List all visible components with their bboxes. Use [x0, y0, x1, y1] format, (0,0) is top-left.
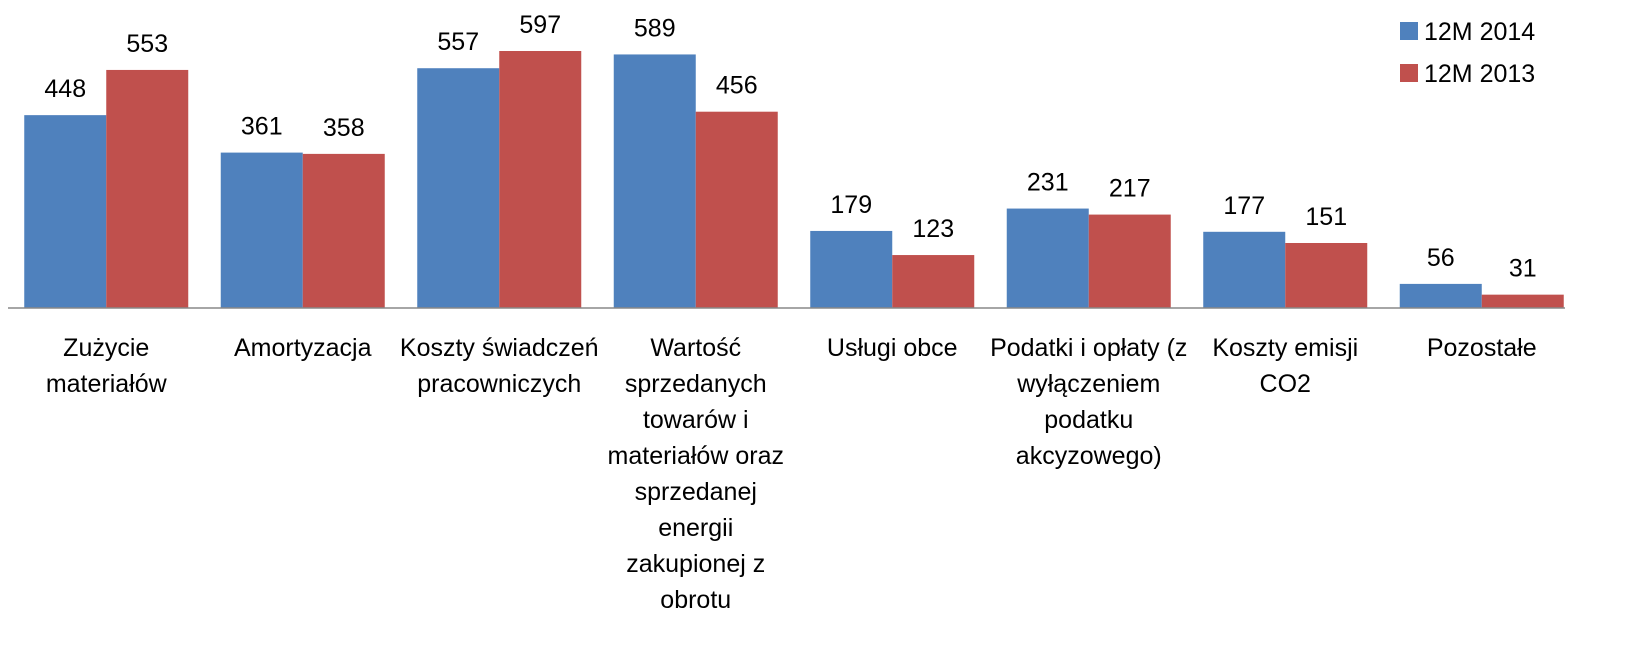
data-label: 151: [1305, 203, 1347, 231]
data-label: 358: [323, 114, 365, 142]
x-tick-label-box: Koszty świadczeń pracowniczych: [399, 334, 599, 398]
data-label: 456: [716, 72, 758, 100]
bar: [1203, 231, 1286, 308]
x-tick-label-box: Amortyzacja: [233, 334, 372, 362]
data-label: 56: [1427, 244, 1455, 272]
x-tick-label: Pozostałe: [1426, 334, 1537, 362]
bar: [1006, 208, 1089, 308]
legend-label: 12M 2013: [1424, 60, 1535, 88]
bar: [106, 69, 189, 308]
data-label: 589: [634, 14, 676, 42]
data-label: 231: [1027, 169, 1069, 197]
bar: [892, 255, 975, 308]
data-label: 361: [241, 113, 283, 141]
bar: [613, 54, 696, 309]
x-tick-label-box: Usługi obce: [826, 334, 958, 362]
bar: [24, 115, 107, 308]
x-tick-label: Zużycie materiałów: [45, 334, 167, 398]
bar: [417, 68, 500, 309]
x-tick-label: Usługi obce: [826, 334, 958, 362]
data-label: 177: [1223, 192, 1265, 220]
x-tick-label: Podatki i opłaty (z wyłączeniem podatku …: [990, 334, 1188, 470]
data-label: 557: [437, 28, 479, 56]
data-label: 217: [1109, 175, 1151, 203]
bar: [220, 152, 303, 308]
legend-label: 12M 2014: [1424, 18, 1535, 46]
x-tick-label: Koszty emisji CO2: [1212, 334, 1359, 398]
bar: [1088, 214, 1171, 308]
bar: [302, 153, 385, 308]
bar: [1399, 283, 1482, 308]
bar: [695, 111, 778, 309]
x-tick-label-box: Podatki i opłaty (z wyłączeniem podatku …: [990, 334, 1188, 470]
data-label: 179: [830, 191, 872, 219]
data-label: 553: [126, 30, 168, 58]
bar: [1481, 294, 1564, 308]
x-tick-label-box: Zużycie materiałów: [45, 334, 167, 398]
data-label: 123: [912, 215, 954, 243]
legend-swatch: [1400, 64, 1418, 82]
legend-swatch: [1400, 22, 1418, 40]
data-label: 597: [519, 11, 561, 39]
data-label: 448: [44, 75, 86, 103]
bar: [1285, 242, 1368, 308]
x-tick-label: Koszty świadczeń pracowniczych: [399, 334, 599, 398]
x-tick-label-box: Koszty emisji CO2: [1212, 334, 1359, 398]
x-tick-label: Wartość sprzedanych towarów i materiałów…: [607, 334, 784, 614]
x-tick-label-box: Pozostałe: [1426, 334, 1537, 362]
data-label: 31: [1509, 255, 1537, 283]
bar: [810, 230, 893, 308]
x-tick-label: Amortyzacja: [233, 334, 372, 362]
x-tick-label-box: Wartość sprzedanych towarów i materiałów…: [607, 334, 784, 614]
bar: [499, 51, 582, 308]
